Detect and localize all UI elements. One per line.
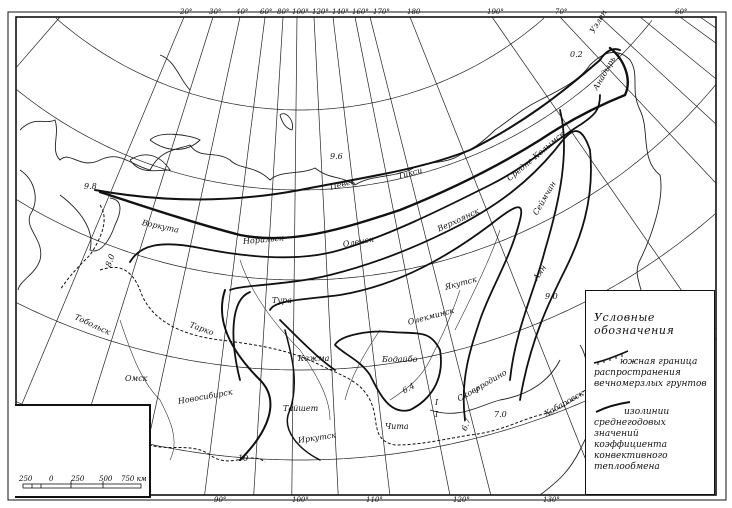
scale-label: 250 xyxy=(71,475,85,483)
place-tura: Тура xyxy=(272,296,292,305)
inner-frame xyxy=(15,16,717,496)
roman-mark: I xyxy=(435,410,439,419)
meridian xyxy=(253,16,284,496)
scale-label: 750 км xyxy=(121,475,147,483)
isoline-value: 9.6 xyxy=(330,152,343,161)
graticule-label: 120° xyxy=(312,8,329,16)
parallel xyxy=(15,84,717,281)
meridian xyxy=(332,16,391,496)
meridian xyxy=(409,16,601,496)
roman-mark: I xyxy=(435,398,439,407)
scale-bar xyxy=(22,481,142,489)
meridian xyxy=(699,16,717,29)
scale-inset: 250 0 250 500 750 км xyxy=(15,404,151,498)
graticule-label: 100° xyxy=(292,8,309,16)
meridian xyxy=(559,16,717,184)
scale-label: 0 xyxy=(49,475,54,483)
parallel xyxy=(55,17,545,111)
meridian xyxy=(291,16,298,496)
meridian xyxy=(15,16,61,69)
isoline-value: 9.8 xyxy=(84,182,97,191)
roman-mark: I xyxy=(617,52,621,61)
isoline-b xyxy=(229,130,592,401)
place-kezhma: Кежма xyxy=(298,354,330,363)
isoline-c xyxy=(232,206,523,421)
graticule-label: 100° xyxy=(292,496,309,504)
meridian xyxy=(136,16,241,496)
graticule-label: 110° xyxy=(366,496,383,504)
graticule-label: 180 xyxy=(407,8,421,16)
bold-isoline-symbol xyxy=(595,401,631,413)
graticule-label: 130° xyxy=(543,496,560,504)
graticule-label: 190° xyxy=(487,8,504,16)
graticule-label: 60° xyxy=(260,8,273,16)
legend-item-boundary: южная граница распространения вечномерзл… xyxy=(594,357,707,389)
meridian xyxy=(679,16,717,44)
meridian xyxy=(369,16,492,496)
meridian xyxy=(204,16,266,496)
roman-mark: I xyxy=(476,386,480,395)
isoline-9-6 xyxy=(94,48,621,201)
graticule-label: 90° xyxy=(214,496,227,504)
isoline-value: 7.0 xyxy=(494,410,507,419)
isoline-value: 10 xyxy=(238,454,249,463)
graticule-label: 160° xyxy=(352,8,369,16)
isoline-g xyxy=(284,329,321,461)
hatched-boundary-symbol xyxy=(593,350,629,365)
permafrost-southern-boundary xyxy=(59,204,586,446)
graticule-label: 20° xyxy=(180,8,193,16)
place-bodaybo: Бодайбо xyxy=(382,355,418,364)
meridian xyxy=(491,16,717,341)
legend: Условные обозначения южная граница распр… xyxy=(585,290,715,495)
meridian xyxy=(15,16,185,419)
graticule-label: 170° xyxy=(373,8,390,16)
legend-item-isolines: изолинии среднегодовых значений коэффици… xyxy=(594,407,670,472)
graticule-label: 140° xyxy=(332,8,349,16)
isolines xyxy=(94,46,629,461)
isoline-f xyxy=(220,289,272,461)
isoline-value: 0.2 xyxy=(570,50,583,59)
place-tayshet: Тайшет xyxy=(283,404,319,413)
isoline-e xyxy=(509,109,565,381)
place-omsk: Омск xyxy=(125,374,148,383)
graticule-label: 30° xyxy=(209,8,222,16)
meridian xyxy=(639,16,717,80)
legend-title: Условные обозначения xyxy=(594,311,675,337)
place-chita: Чита xyxy=(385,422,409,431)
isoline-value: 9.0 xyxy=(545,292,558,301)
graticule-label: 120° xyxy=(453,496,470,504)
graticule-label: 70° xyxy=(555,8,568,16)
isoline-d xyxy=(279,319,442,412)
permafrost-boundary-south-segment xyxy=(139,439,266,463)
isoline-9-8 xyxy=(98,46,629,240)
graticule-label: 80° xyxy=(277,8,290,16)
scale-label: 250 xyxy=(19,475,33,483)
rivers xyxy=(119,229,501,461)
outer-frame xyxy=(7,11,727,501)
isoline-a xyxy=(129,94,601,263)
graticule-label: 40° xyxy=(236,8,249,16)
parallel xyxy=(15,20,653,191)
graticule-label: 60° xyxy=(675,8,688,16)
scale-label: 500 xyxy=(99,475,113,483)
meridian xyxy=(313,16,339,496)
meridian xyxy=(599,16,717,125)
coastline xyxy=(17,51,662,496)
meridian xyxy=(354,16,451,496)
